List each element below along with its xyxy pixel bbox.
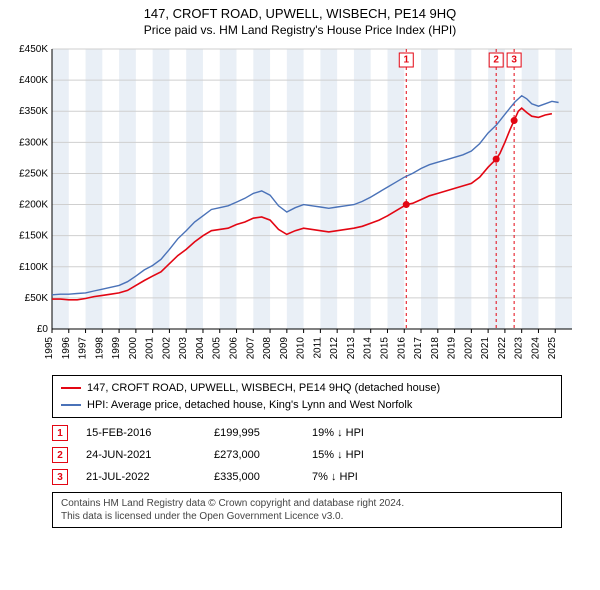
svg-text:2000: 2000 xyxy=(128,337,139,360)
legend-swatch xyxy=(61,387,81,389)
legend-swatch xyxy=(61,404,81,406)
svg-text:2014: 2014 xyxy=(363,337,374,360)
svg-text:2003: 2003 xyxy=(178,337,189,360)
svg-text:1996: 1996 xyxy=(61,337,72,360)
sale-price: £335,000 xyxy=(214,471,294,483)
sale-marker-box: 1 xyxy=(52,425,68,441)
svg-text:2002: 2002 xyxy=(161,337,172,360)
sale-hpi-diff: 15% ↓ HPI xyxy=(312,449,422,461)
sale-marker-box: 2 xyxy=(52,447,68,463)
legend-item: HPI: Average price, detached house, King… xyxy=(61,397,553,414)
svg-text:2023: 2023 xyxy=(514,337,525,360)
svg-text:2006: 2006 xyxy=(229,337,240,360)
sale-price: £273,000 xyxy=(214,449,294,461)
svg-text:£250K: £250K xyxy=(19,168,48,179)
legend-label: HPI: Average price, detached house, King… xyxy=(87,397,412,414)
sale-date: 24-JUN-2021 xyxy=(86,449,196,461)
svg-text:£100K: £100K xyxy=(19,262,48,273)
svg-text:2004: 2004 xyxy=(195,337,206,360)
sale-row: 3 21-JUL-2022 £335,000 7% ↓ HPI xyxy=(52,466,562,488)
svg-text:2017: 2017 xyxy=(413,337,424,360)
svg-text:1997: 1997 xyxy=(78,337,89,360)
svg-text:2008: 2008 xyxy=(262,337,273,360)
sale-marker-3 xyxy=(511,117,518,124)
svg-text:£300K: £300K xyxy=(19,137,48,148)
svg-text:£350K: £350K xyxy=(19,106,48,117)
svg-text:1999: 1999 xyxy=(111,337,122,360)
svg-text:2022: 2022 xyxy=(497,337,508,360)
svg-text:£150K: £150K xyxy=(19,231,48,242)
svg-text:1: 1 xyxy=(403,55,409,66)
sale-date: 15-FEB-2016 xyxy=(86,427,196,439)
chart-title: 147, CROFT ROAD, UPWELL, WISBECH, PE14 9… xyxy=(8,6,592,21)
svg-text:2015: 2015 xyxy=(379,337,390,360)
sale-row: 2 24-JUN-2021 £273,000 15% ↓ HPI xyxy=(52,444,562,466)
footer-line-1: Contains HM Land Registry data © Crown c… xyxy=(61,497,553,510)
svg-text:2025: 2025 xyxy=(547,337,558,360)
sale-date: 21-JUL-2022 xyxy=(86,471,196,483)
chart-area: £0 £50K £100K £150K £200K £250K £300K £350K £400… xyxy=(8,41,592,371)
svg-text:1998: 1998 xyxy=(94,337,105,360)
svg-text:£50K: £50K xyxy=(25,293,49,304)
sales-list: 1 15-FEB-2016 £199,995 19% ↓ HPI 2 24-JUN-202… xyxy=(52,422,562,488)
svg-text:£400K: £400K xyxy=(19,75,48,86)
svg-text:1995: 1995 xyxy=(44,337,55,360)
footer-box: Contains HM Land Registry data © Crown c… xyxy=(52,492,562,528)
legend-item: 147, CROFT ROAD, UPWELL, WISBECH, PE14 9… xyxy=(61,380,553,397)
svg-text:2024: 2024 xyxy=(530,337,541,360)
sale-row: 1 15-FEB-2016 £199,995 19% ↓ HPI xyxy=(52,422,562,444)
svg-text:£0: £0 xyxy=(37,324,49,335)
sale-hpi-diff: 19% ↓ HPI xyxy=(312,427,422,439)
sale-price: £199,995 xyxy=(214,427,294,439)
svg-text:2005: 2005 xyxy=(212,337,223,360)
sale-marker-2 xyxy=(493,156,500,163)
chart-subtitle: Price paid vs. HM Land Registry's House … xyxy=(8,23,592,37)
sale-hpi-diff: 7% ↓ HPI xyxy=(312,471,422,483)
svg-text:2: 2 xyxy=(493,55,499,66)
svg-text:3: 3 xyxy=(511,55,517,66)
svg-text:2021: 2021 xyxy=(480,337,491,360)
svg-text:2019: 2019 xyxy=(447,337,458,360)
line-chart-svg: £0 £50K £100K £150K £200K £250K £300K £350K £400… xyxy=(8,41,592,371)
svg-text:2013: 2013 xyxy=(346,337,357,360)
sale-marker-1 xyxy=(403,201,410,208)
svg-text:2009: 2009 xyxy=(279,337,290,360)
legend-box: 147, CROFT ROAD, UPWELL, WISBECH, PE14 9… xyxy=(52,375,562,418)
svg-text:£450K: £450K xyxy=(19,44,48,55)
svg-text:2020: 2020 xyxy=(463,337,474,360)
svg-text:£200K: £200K xyxy=(19,200,48,211)
svg-text:2018: 2018 xyxy=(430,337,441,360)
legend-label: 147, CROFT ROAD, UPWELL, WISBECH, PE14 9… xyxy=(87,380,440,397)
svg-text:2010: 2010 xyxy=(296,337,307,360)
svg-text:2001: 2001 xyxy=(145,337,156,360)
footer-line-2: This data is licensed under the Open Gov… xyxy=(61,510,553,523)
svg-text:2012: 2012 xyxy=(329,337,340,360)
svg-text:2007: 2007 xyxy=(245,337,256,360)
svg-text:2011: 2011 xyxy=(312,337,323,359)
sale-marker-box: 3 xyxy=(52,469,68,485)
svg-text:2016: 2016 xyxy=(396,337,407,360)
